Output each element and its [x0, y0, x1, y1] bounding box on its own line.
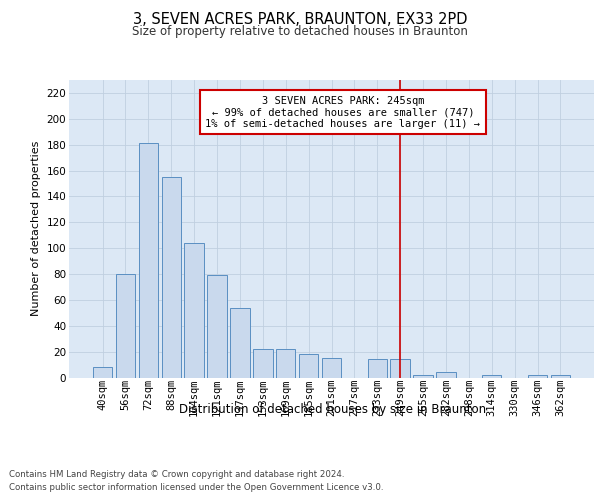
Bar	[368, 360, 387, 378]
Bar	[208, 276, 227, 378]
Bar	[93, 367, 112, 378]
Bar	[322, 358, 341, 378]
Bar	[253, 349, 272, 378]
Bar	[161, 177, 181, 378]
Bar	[551, 375, 570, 378]
Text: 3 SEVEN ACRES PARK: 245sqm
← 99% of detached houses are smaller (747)
1% of semi: 3 SEVEN ACRES PARK: 245sqm ← 99% of deta…	[205, 96, 481, 128]
Bar	[436, 372, 455, 378]
Bar	[230, 308, 250, 378]
Bar	[528, 375, 547, 378]
Text: Distribution of detached houses by size in Braunton: Distribution of detached houses by size …	[179, 402, 487, 415]
Bar	[391, 360, 410, 378]
Bar	[184, 243, 204, 378]
Text: Contains public sector information licensed under the Open Government Licence v3: Contains public sector information licen…	[9, 482, 383, 492]
Bar	[116, 274, 135, 378]
Bar	[276, 349, 295, 378]
Bar	[139, 144, 158, 378]
Bar	[299, 354, 319, 378]
Text: Size of property relative to detached houses in Braunton: Size of property relative to detached ho…	[132, 25, 468, 38]
Text: Contains HM Land Registry data © Crown copyright and database right 2024.: Contains HM Land Registry data © Crown c…	[9, 470, 344, 479]
Text: 3, SEVEN ACRES PARK, BRAUNTON, EX33 2PD: 3, SEVEN ACRES PARK, BRAUNTON, EX33 2PD	[133, 12, 467, 28]
Bar	[413, 375, 433, 378]
Y-axis label: Number of detached properties: Number of detached properties	[31, 141, 41, 316]
Bar	[482, 375, 502, 378]
